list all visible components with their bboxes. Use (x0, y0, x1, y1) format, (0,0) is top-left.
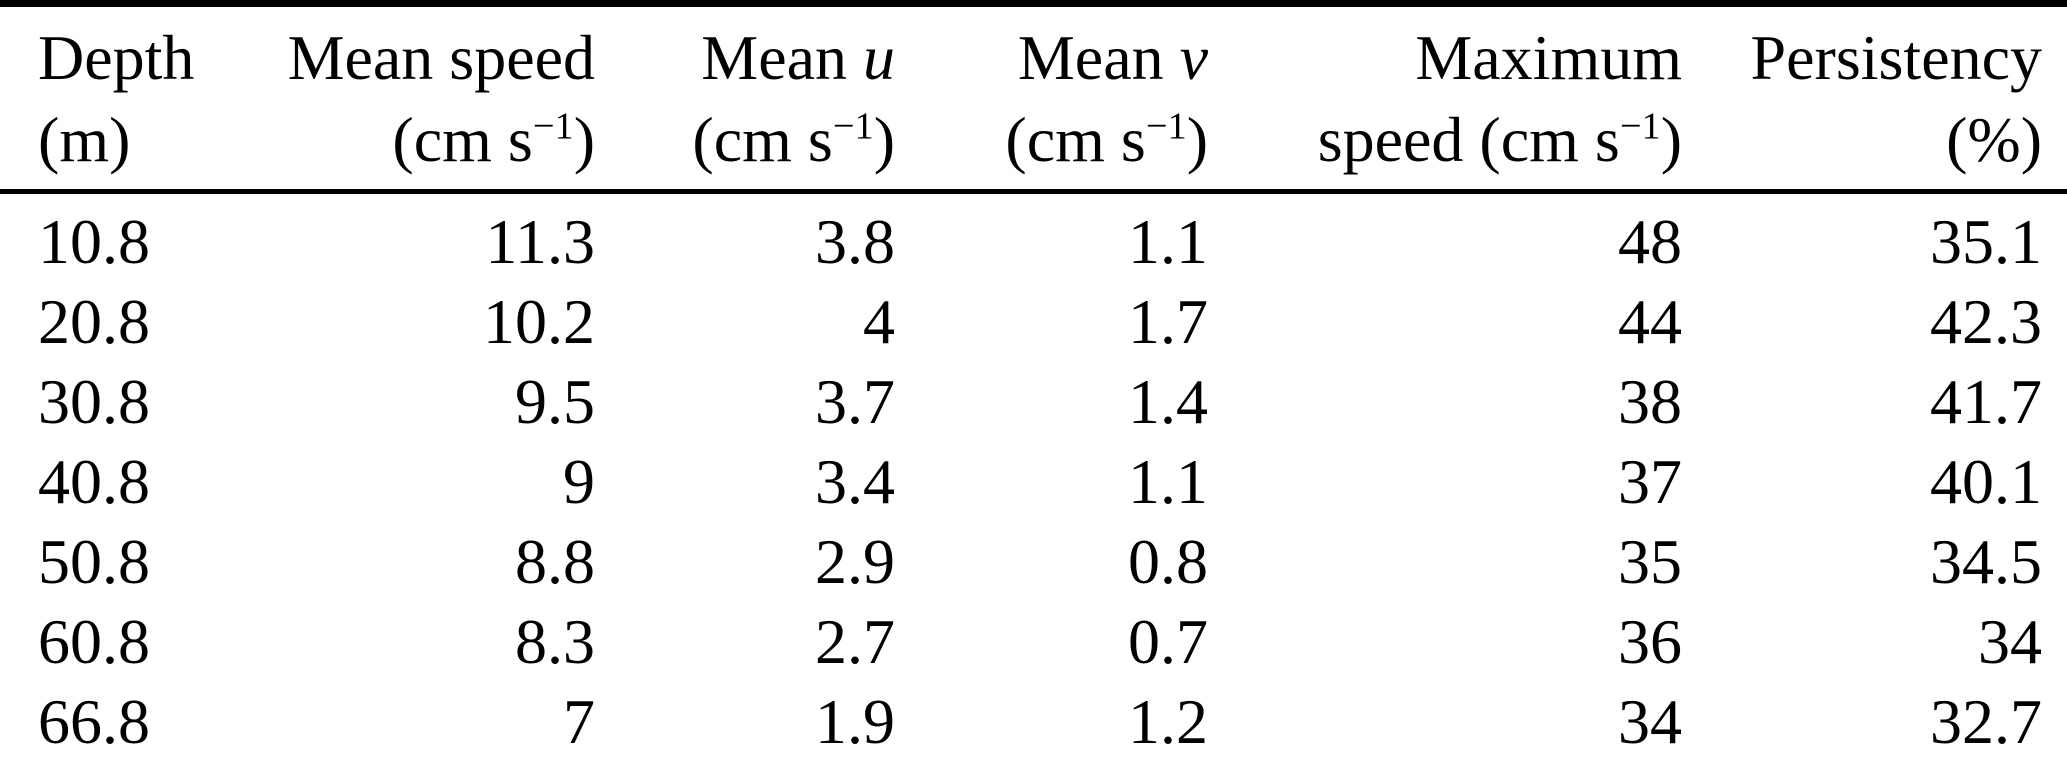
header-unit: (cm s−1) (1005, 104, 1208, 175)
cell-mean-speed: 10.2 (483, 286, 595, 357)
superscript: −1 (1619, 105, 1661, 148)
header-label: Mean u (701, 22, 895, 93)
col-header-persistency: Persistency (%) (1682, 3, 2067, 194)
table-row: 50.8 8.8 2.9 0.8 35 34.5 (0, 522, 2067, 602)
cell-mean-v: 0.7 (1128, 606, 1208, 677)
cell-mean-speed: 8.3 (515, 606, 595, 677)
cell-mean-speed: 9.5 (515, 366, 595, 437)
cell-mean-u: 4 (863, 286, 895, 357)
cell-mean-u: 3.4 (815, 446, 895, 517)
cell-depth: 20.8 (38, 286, 150, 357)
cell-mean-v: 0.8 (1128, 526, 1208, 597)
header-label: Maximum (1415, 22, 1682, 93)
cell-mean-u: 3.7 (815, 366, 895, 437)
cell-depth: 40.8 (38, 446, 150, 517)
header-unit: (cm s−1) (392, 104, 595, 175)
cell-depth: 60.8 (38, 606, 150, 677)
table-row: 10.8 11.3 3.8 1.1 48 35.1 (0, 192, 2067, 283)
cell-mean-u: 2.7 (815, 606, 895, 677)
cell-mean-v: 1.4 (1128, 366, 1208, 437)
table-row: 30.8 9.5 3.7 1.4 38 41.7 (0, 362, 2067, 442)
header-label: Persistency (1750, 22, 2043, 93)
cell-depth: 10.8 (38, 206, 150, 277)
cell-persistency: 35.1 (1930, 206, 2042, 277)
cell-mean-v: 1.2 (1128, 686, 1208, 757)
cell-mean-speed: 11.3 (485, 206, 595, 277)
cell-max-speed: 37 (1618, 446, 1682, 517)
cell-mean-v: 1.1 (1128, 206, 1208, 277)
col-header-depth: Depth (m) (0, 3, 210, 194)
cell-max-speed: 35 (1618, 526, 1682, 597)
cell-persistency: 41.7 (1930, 366, 2042, 437)
cell-persistency: 34.5 (1930, 526, 2042, 597)
table-row: 60.8 8.3 2.7 0.7 36 34 (0, 602, 2067, 682)
header-unit: (cm s−1) (692, 104, 895, 175)
cell-max-speed: 48 (1618, 206, 1682, 277)
cell-max-speed: 38 (1618, 366, 1682, 437)
variable-u: u (863, 22, 895, 93)
header-unit: (m) (38, 104, 131, 175)
superscript: −1 (1145, 105, 1187, 148)
cell-mean-u: 3.8 (815, 206, 895, 277)
header-unit: (%) (1946, 104, 2042, 175)
col-header-mean-u: Mean u (cm s−1) (595, 3, 895, 194)
col-header-mean-v: Mean v (cm s−1) (895, 3, 1208, 194)
header-row: Depth (m) Mean speed (cm s−1) Mean u (cm… (0, 3, 2067, 194)
cell-mean-speed: 9 (563, 446, 595, 517)
superscript: −1 (532, 105, 574, 148)
cell-mean-u: 2.9 (815, 526, 895, 597)
table-row: 40.8 9 3.4 1.1 37 40.1 (0, 442, 2067, 522)
table-row: 66.8 7 1.9 1.2 34 32.7 (0, 682, 2067, 784)
cell-persistency: 42.3 (1930, 286, 2042, 357)
cell-max-speed: 36 (1618, 606, 1682, 677)
cell-depth: 50.8 (38, 526, 150, 597)
cell-depth: 30.8 (38, 366, 150, 437)
header-label: Mean speed (287, 22, 595, 93)
cell-persistency: 32.7 (1930, 686, 2042, 757)
cell-mean-v: 1.7 (1128, 286, 1208, 357)
cell-mean-speed: 7 (563, 686, 595, 757)
table-header: Depth (m) Mean speed (cm s−1) Mean u (cm… (0, 3, 2067, 194)
cell-mean-speed: 8.8 (515, 526, 595, 597)
col-header-mean-speed: Mean speed (cm s−1) (210, 3, 595, 194)
header-label: Mean v (1017, 22, 1208, 93)
cell-persistency: 40.1 (1930, 446, 2042, 517)
cell-mean-u: 1.9 (815, 686, 895, 757)
cell-max-speed: 44 (1618, 286, 1682, 357)
cell-depth: 66.8 (38, 686, 150, 757)
header-unit: speed (cm s−1) (1317, 104, 1682, 175)
variable-v: v (1179, 22, 1208, 93)
header-label: Depth (38, 22, 195, 93)
table-body: 10.8 11.3 3.8 1.1 48 35.1 20.8 10.2 4 1.… (0, 192, 2067, 784)
cell-max-speed: 34 (1618, 686, 1682, 757)
cell-persistency: 34 (1978, 606, 2042, 677)
cell-mean-v: 1.1 (1128, 446, 1208, 517)
table-row: 20.8 10.2 4 1.7 44 42.3 (0, 282, 2067, 362)
col-header-maximum-speed: Maximum speed (cm s−1) (1208, 3, 1682, 194)
superscript: −1 (832, 105, 874, 148)
